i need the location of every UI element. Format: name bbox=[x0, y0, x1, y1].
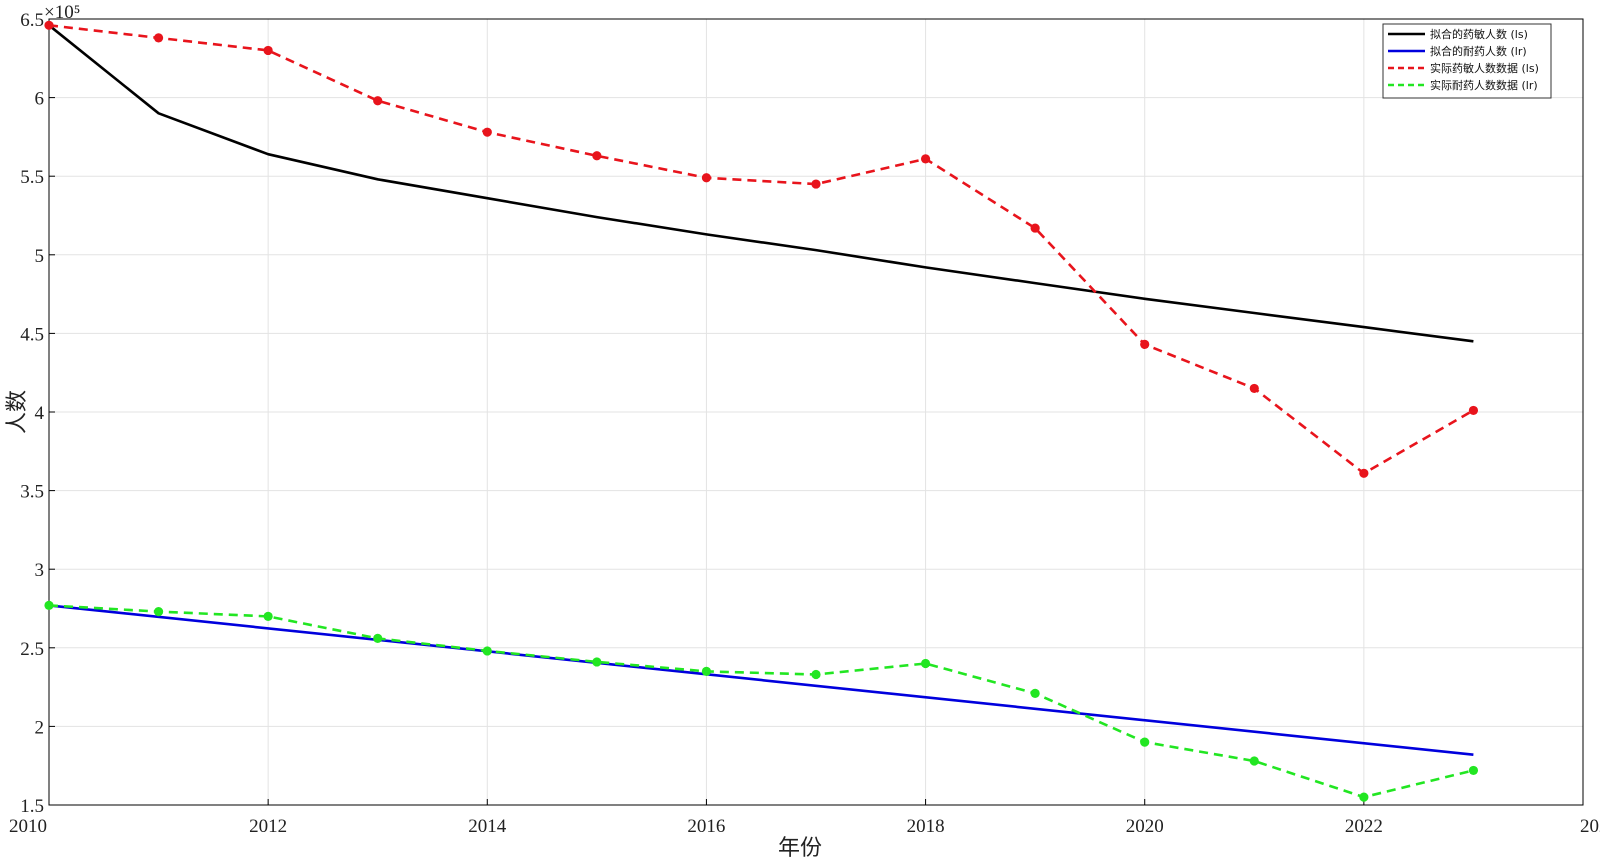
legend-entry: 拟合的耐药人数 (lr) bbox=[1388, 44, 1527, 58]
y-tick-label: 4.5 bbox=[20, 324, 44, 345]
data-point bbox=[592, 657, 602, 667]
data-point bbox=[482, 127, 492, 137]
data-point bbox=[373, 633, 383, 643]
x-tick-label: 2022 bbox=[1345, 816, 1383, 837]
data-point bbox=[44, 20, 54, 30]
grid bbox=[48, 18, 1584, 806]
data-point bbox=[811, 669, 821, 680]
x-tick-label: 2018 bbox=[907, 816, 945, 837]
data-point bbox=[1140, 339, 1150, 350]
legend-entry: 实际药敏人数数据 (ls) bbox=[1388, 61, 1539, 75]
x-axis-label: 年份 bbox=[778, 836, 822, 861]
data-point bbox=[373, 96, 383, 106]
series-group bbox=[44, 20, 1479, 802]
data-point bbox=[1359, 468, 1369, 478]
data-point bbox=[701, 666, 712, 676]
x-tick-label: 2010 bbox=[9, 816, 47, 837]
data-point bbox=[263, 611, 273, 621]
y-tick-label: 3.5 bbox=[20, 482, 44, 503]
y-axis-label: 人数 bbox=[5, 390, 30, 434]
y-tick-label: 4 bbox=[35, 403, 45, 424]
data-point bbox=[153, 607, 164, 617]
data-point bbox=[1140, 737, 1150, 747]
data-point bbox=[920, 658, 931, 669]
legend-entry: 实际耐药人数数据 (lr) bbox=[1388, 78, 1538, 92]
y-axis-ticks: 1.5 2 2.5 3 3.5 4 4.5 5 5.5 6 6.5 bbox=[20, 10, 55, 817]
data-point bbox=[1468, 765, 1479, 776]
series-line bbox=[48, 24, 1474, 343]
data-point bbox=[1249, 383, 1259, 394]
y-tick-label: 2 bbox=[35, 717, 45, 738]
data-point bbox=[263, 45, 273, 56]
series-1 bbox=[48, 24, 1474, 343]
data-point bbox=[44, 600, 54, 610]
x-axis-ticks: 2010 2012 2014 2016 2018 2020 2022 2024 bbox=[9, 799, 1600, 837]
data-point bbox=[1030, 223, 1040, 233]
data-point bbox=[811, 179, 821, 189]
data-point bbox=[482, 646, 492, 656]
series-line bbox=[48, 604, 1474, 756]
legend-label: 拟合的药敏人数 (ls) bbox=[1430, 27, 1528, 41]
data-point bbox=[153, 33, 164, 43]
y-tick-label: 6 bbox=[35, 89, 45, 110]
legend-label: 实际耐药人数数据 (lr) bbox=[1430, 78, 1538, 92]
y-tick-label: 2.5 bbox=[20, 639, 44, 660]
series-4 bbox=[44, 600, 1479, 802]
y-tick-label: 3 bbox=[35, 560, 45, 581]
x-tick-label: 2012 bbox=[249, 816, 287, 837]
y-tick-label: 5 bbox=[35, 246, 45, 267]
data-point bbox=[1030, 688, 1040, 698]
y-tick-label: 6.5 bbox=[20, 10, 44, 31]
data-point bbox=[1249, 756, 1259, 766]
data-point bbox=[1359, 792, 1369, 802]
data-point bbox=[1468, 405, 1479, 416]
data-point bbox=[920, 154, 931, 164]
y-tick-label: 1.5 bbox=[20, 796, 44, 817]
x-tick-label: 2024 bbox=[1580, 816, 1600, 837]
y-tick-label: 5.5 bbox=[20, 167, 44, 188]
x-tick-label: 2020 bbox=[1126, 816, 1164, 837]
series-line bbox=[48, 604, 1474, 799]
x-tick-label: 2016 bbox=[687, 816, 725, 837]
legend-entry: 拟合的药敏人数 (ls) bbox=[1388, 27, 1528, 41]
series-line bbox=[48, 24, 1475, 475]
legend: 拟合的药敏人数 (ls) 拟合的耐药人数 (lr) 实际药敏人数数据 (ls) 实际耐… bbox=[1382, 23, 1552, 99]
data-point bbox=[592, 151, 602, 161]
y-axis-exponent-label: ×10⁵ bbox=[44, 2, 80, 23]
legend-label: 实际药敏人数数据 (ls) bbox=[1430, 61, 1539, 75]
series-2 bbox=[48, 604, 1474, 756]
x-tick-label: 2014 bbox=[468, 816, 507, 837]
legend-label: 拟合的耐药人数 (lr) bbox=[1430, 44, 1527, 58]
data-point bbox=[701, 173, 712, 183]
series-3 bbox=[44, 20, 1479, 478]
